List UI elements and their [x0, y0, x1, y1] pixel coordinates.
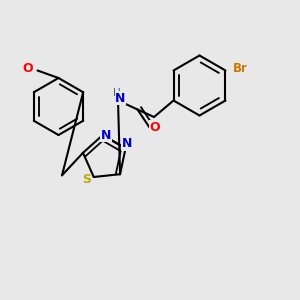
Text: O: O: [150, 121, 160, 134]
Text: N: N: [100, 129, 111, 142]
Text: N: N: [122, 137, 132, 150]
Text: Br: Br: [233, 62, 248, 76]
Text: O: O: [22, 62, 33, 76]
Text: N: N: [115, 92, 126, 105]
Text: H: H: [112, 88, 120, 98]
Text: S: S: [82, 173, 91, 187]
